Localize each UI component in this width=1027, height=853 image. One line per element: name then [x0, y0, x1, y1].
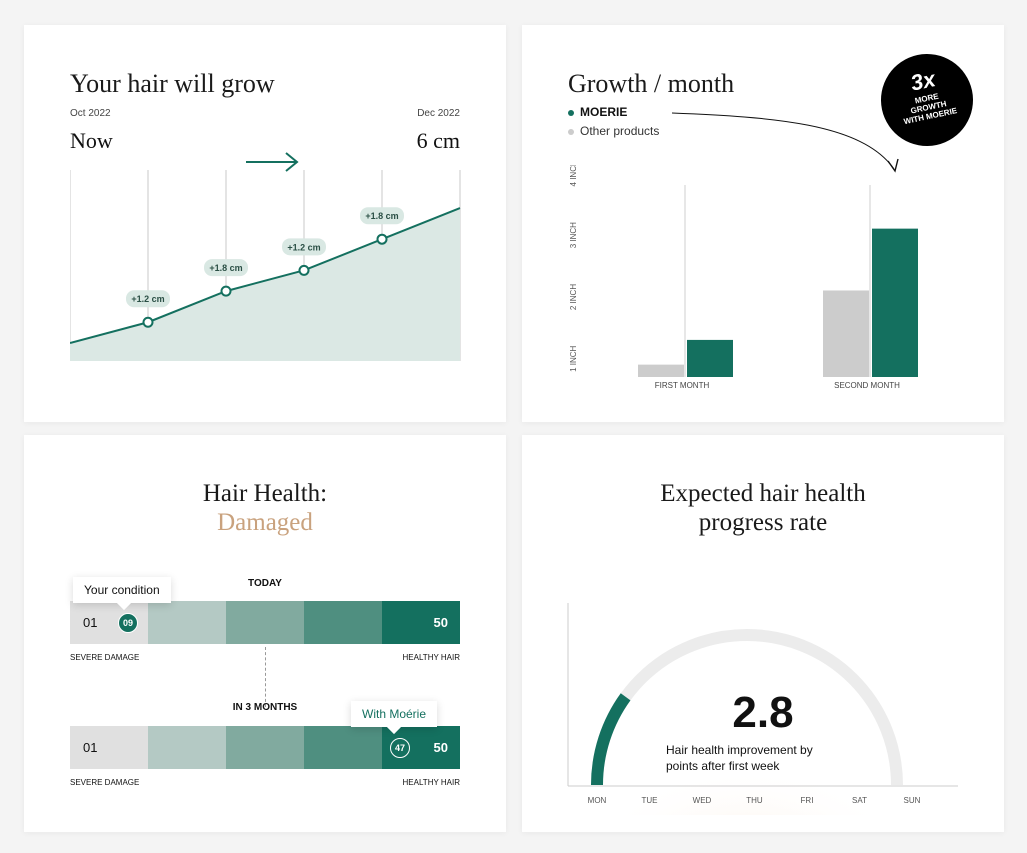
gauge-fill — [590, 693, 631, 786]
annotation-pill — [126, 290, 170, 308]
annotation-pill — [282, 238, 326, 256]
day-label: WED — [693, 796, 712, 805]
caption-line1: Hair health improvement by — [666, 743, 813, 757]
segment-3 — [226, 726, 304, 769]
bar-start-value: 01 — [83, 740, 98, 755]
caption-line2: points after first week — [666, 759, 780, 773]
health-bar-future: 01 50 47 — [70, 726, 460, 769]
months-label: IN 3 MONTHS — [232, 702, 298, 713]
day-label: SUN — [904, 796, 921, 805]
segment-4 — [304, 726, 382, 769]
growth-point — [142, 316, 154, 328]
segment-3 — [226, 601, 304, 644]
growth-point — [298, 264, 310, 276]
your-condition-label: Your condition — [84, 583, 160, 597]
bar — [687, 339, 733, 377]
progress-title-line2: progress rate — [698, 509, 828, 536]
with-moerie-tooltip: With Moérie — [351, 701, 438, 727]
progress-value: 2.8 — [732, 688, 794, 737]
bar-start-value: 01 — [83, 615, 98, 630]
segment-2 — [148, 726, 226, 769]
left-caption-2: SEVERE DAMAGE — [70, 778, 140, 787]
segment-4 — [304, 601, 382, 644]
segment-5 — [382, 601, 460, 644]
progress-title-line1: Expected hair health — [660, 480, 866, 507]
legend-other-label: Other products — [580, 124, 660, 138]
with-moerie-label: With Moérie — [362, 707, 427, 721]
arrow-right-icon — [246, 152, 299, 172]
annotation-pill — [204, 259, 248, 277]
bar — [638, 364, 684, 377]
bar-end-value: 50 — [433, 615, 448, 630]
day-label: MON — [588, 796, 607, 805]
month-card: Growth / month MOERIE Other products 3x … — [522, 25, 1004, 422]
bar-chart: 1 INCH 2 INCH 3 INCH 4 INCH FIRST MONTH SECON… — [569, 165, 918, 390]
progress-caption: Hair health improvement by points after … — [666, 742, 813, 774]
end-value: 6 cm — [416, 128, 460, 153]
legend-moerie-label: MOERIE — [580, 105, 628, 119]
legend-other: Other products — [568, 124, 659, 138]
growth-line — [70, 207, 461, 344]
start-label: Now — [70, 128, 113, 153]
y-tick-label: 4 INCH — [569, 165, 578, 186]
day-labels: MON TUE WED THU FRI SAT SUN — [588, 796, 921, 805]
health-title: Hair Health: — [202, 480, 328, 507]
growth-area — [70, 208, 460, 361]
x-tick-label: FIRST MONTH — [655, 381, 710, 390]
end-date: Dec 2022 — [417, 108, 460, 119]
health-card: Hair Health: Damaged TODAY 01 50 09 Your… — [24, 435, 506, 832]
bar-end-value: 50 — [433, 740, 448, 755]
y-tick-label: 2 INCH — [569, 284, 578, 310]
y-tick-label: 1 INCH — [569, 345, 578, 371]
right-caption-1: HEALTHY HAIR — [402, 653, 461, 662]
day-label: SAT — [852, 796, 867, 805]
growth-annotation: +1.8 cm — [209, 263, 242, 273]
right-caption-2: HEALTHY HAIR — [402, 778, 461, 787]
x-tick-label: SECOND MONTH — [834, 381, 900, 390]
growth-title: Your hair will grow — [70, 69, 275, 98]
growth-annotation: +1.8 cm — [365, 211, 398, 221]
gauge-glow — [607, 695, 887, 815]
segment-1 — [70, 726, 148, 769]
dashed-connector — [265, 647, 266, 707]
curved-arrow-icon — [671, 112, 899, 173]
today-label: TODAY — [248, 578, 282, 589]
current-marker: 09 — [118, 613, 138, 633]
start-date: Oct 2022 — [70, 108, 111, 119]
y-tick-label: 3 INCH — [569, 222, 578, 248]
segment-2 — [148, 601, 226, 644]
your-condition-tooltip: Your condition .tip1:after{} — [73, 577, 171, 603]
annotation-pill — [360, 207, 404, 225]
day-label: THU — [746, 796, 763, 805]
day-label: FRI — [801, 796, 814, 805]
bar — [872, 228, 918, 377]
future-marker: 47 — [390, 738, 410, 758]
growth-annotation: +1.2 cm — [287, 242, 320, 252]
growth-card: Your hair will grow Oct 2022 Dec 2022 No… — [24, 25, 506, 422]
month-title: Growth / month — [568, 69, 735, 98]
growth-point — [220, 285, 232, 297]
health-bar-today: 01 50 09 — [70, 601, 460, 644]
growth-annotation: +1.2 cm — [131, 294, 164, 304]
growth-point — [376, 233, 388, 245]
bar — [823, 290, 869, 377]
progress-card: Expected hair health progress rate MON TU… — [522, 435, 1004, 832]
growth-chart: +1.2 cm +1.8 cm +1.2 cm +1.8 cm — [70, 170, 461, 361]
progress-gauge: MON TUE WED THU FRI SAT SUN — [567, 603, 958, 815]
day-label: TUE — [642, 796, 658, 805]
legend-moerie: MOERIE — [568, 105, 627, 119]
legend-other-dot — [568, 128, 574, 135]
health-status: Damaged — [217, 509, 313, 536]
left-caption-1: SEVERE DAMAGE — [70, 653, 140, 662]
legend-moerie-dot — [568, 109, 574, 116]
